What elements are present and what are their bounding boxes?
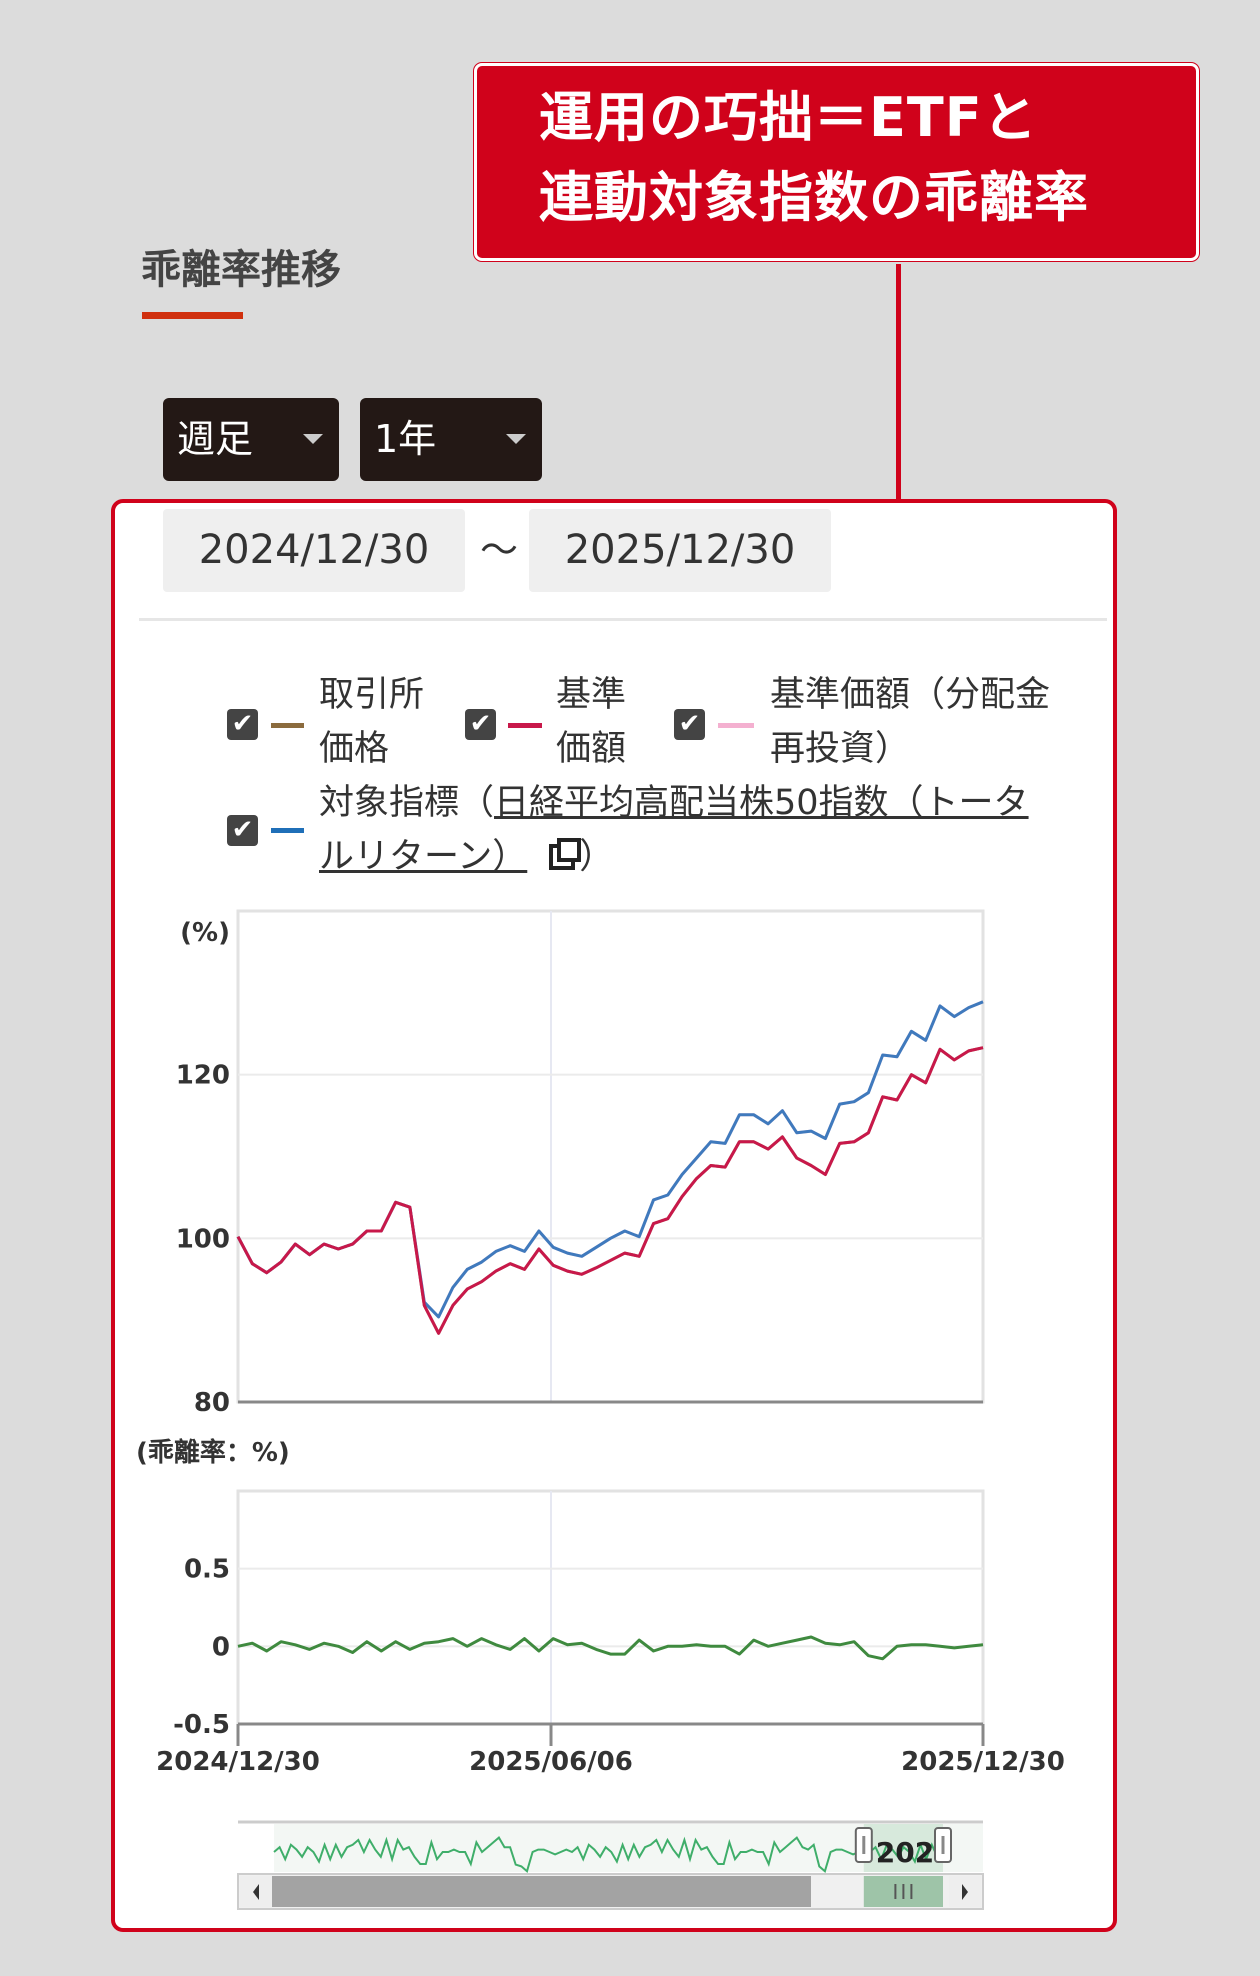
y-tick-label: 0.5 — [184, 1555, 230, 1585]
legend-checkbox-nav[interactable]: ✔ — [465, 709, 496, 740]
date-from-field[interactable]: 2024/12/30 — [163, 509, 465, 592]
legend-label-prefix: 対象指標（ — [319, 783, 495, 823]
interval-select[interactable]: 週足 — [163, 398, 339, 481]
chevron-right-icon — [962, 1884, 968, 1900]
callout-connector — [896, 264, 901, 502]
chevron-down-icon — [506, 434, 526, 444]
legend-swatch-nav — [508, 723, 542, 728]
chevron-left-icon — [253, 1884, 259, 1900]
callout-line-1: 運用の巧拙＝ETFと — [539, 86, 1038, 149]
legend-swatch-index — [271, 828, 304, 833]
series-line — [237, 1635, 984, 1661]
callout-box: 運用の巧拙＝ETFと 連動対象指数の乖離率 — [474, 63, 1199, 261]
index-link[interactable]: 日経平均高配当株50指数（トータルリターン） — [319, 783, 1029, 877]
legend-label-line: 取引所 — [319, 675, 425, 715]
divider — [139, 618, 1107, 621]
interval-select-value: 週足 — [177, 417, 254, 461]
period-select-value: 1年 — [374, 417, 437, 461]
y-tick-label: 100 — [176, 1224, 230, 1254]
legend-swatch-nav-reinvested — [718, 723, 754, 728]
legend-label-line: 価格 — [319, 729, 390, 769]
x-tick-label: 2025/12/30 — [901, 1747, 1065, 1777]
legend-label-nav-reinvested: 基準価額（分配金 再投資） — [770, 668, 1050, 776]
legend-label-line: 基準価額（分配金 — [770, 675, 1051, 715]
chevron-down-icon — [303, 434, 323, 444]
date-range-separator: 〜 — [480, 528, 519, 572]
date-to-field[interactable]: 2025/12/30 — [529, 509, 831, 592]
legend-label-line: 価額 — [556, 729, 627, 769]
legend-checkbox-nav-reinvested[interactable]: ✔ — [674, 709, 705, 740]
y-tick-label: 80 — [194, 1388, 230, 1418]
x-tick-label: 2025/06/06 — [469, 1747, 633, 1777]
scrollbar-grip-icon — [894, 1884, 913, 1899]
callout-line-2: 連動対象指数の乖離率 — [539, 166, 1089, 229]
y-axis-label: (乖離率：%) — [136, 1437, 290, 1468]
legend-checkbox-market-price[interactable]: ✔ — [227, 709, 258, 740]
series-line — [236, 1046, 984, 1335]
legend-label-suffix: ） — [579, 837, 615, 877]
section-title: 乖離率推移 — [141, 247, 341, 293]
y-tick-label: 120 — [176, 1061, 230, 1091]
y-axis-label: (%) — [180, 918, 230, 948]
plot-area — [236, 909, 985, 1404]
plot-area — [236, 1489, 985, 1726]
legend-label-nav: 基準 価額 — [556, 668, 626, 776]
section-title-underline — [142, 312, 243, 319]
legend-label-line: 再投資） — [770, 729, 911, 769]
legend-swatch-market-price — [271, 723, 304, 728]
y-tick-label: -0.5 — [173, 1710, 230, 1740]
scrollbar-track-fill — [272, 1876, 811, 1907]
y-tick-label: 0 — [212, 1632, 230, 1662]
legend-label-index: 対象指標（日経平均高配当株50指数（トータルリターン）） — [319, 776, 1059, 884]
x-tick-label: 2024/12/30 — [156, 1747, 320, 1777]
period-select[interactable]: 1年 — [360, 398, 542, 481]
legend-label-line: 基準 — [556, 675, 627, 715]
legend-checkbox-index[interactable]: ✔ — [227, 815, 258, 846]
navigator-series-line — [273, 1836, 944, 1873]
external-link-icon[interactable] — [549, 838, 582, 870]
legend-label-market-price: 取引所 価格 — [319, 668, 424, 776]
